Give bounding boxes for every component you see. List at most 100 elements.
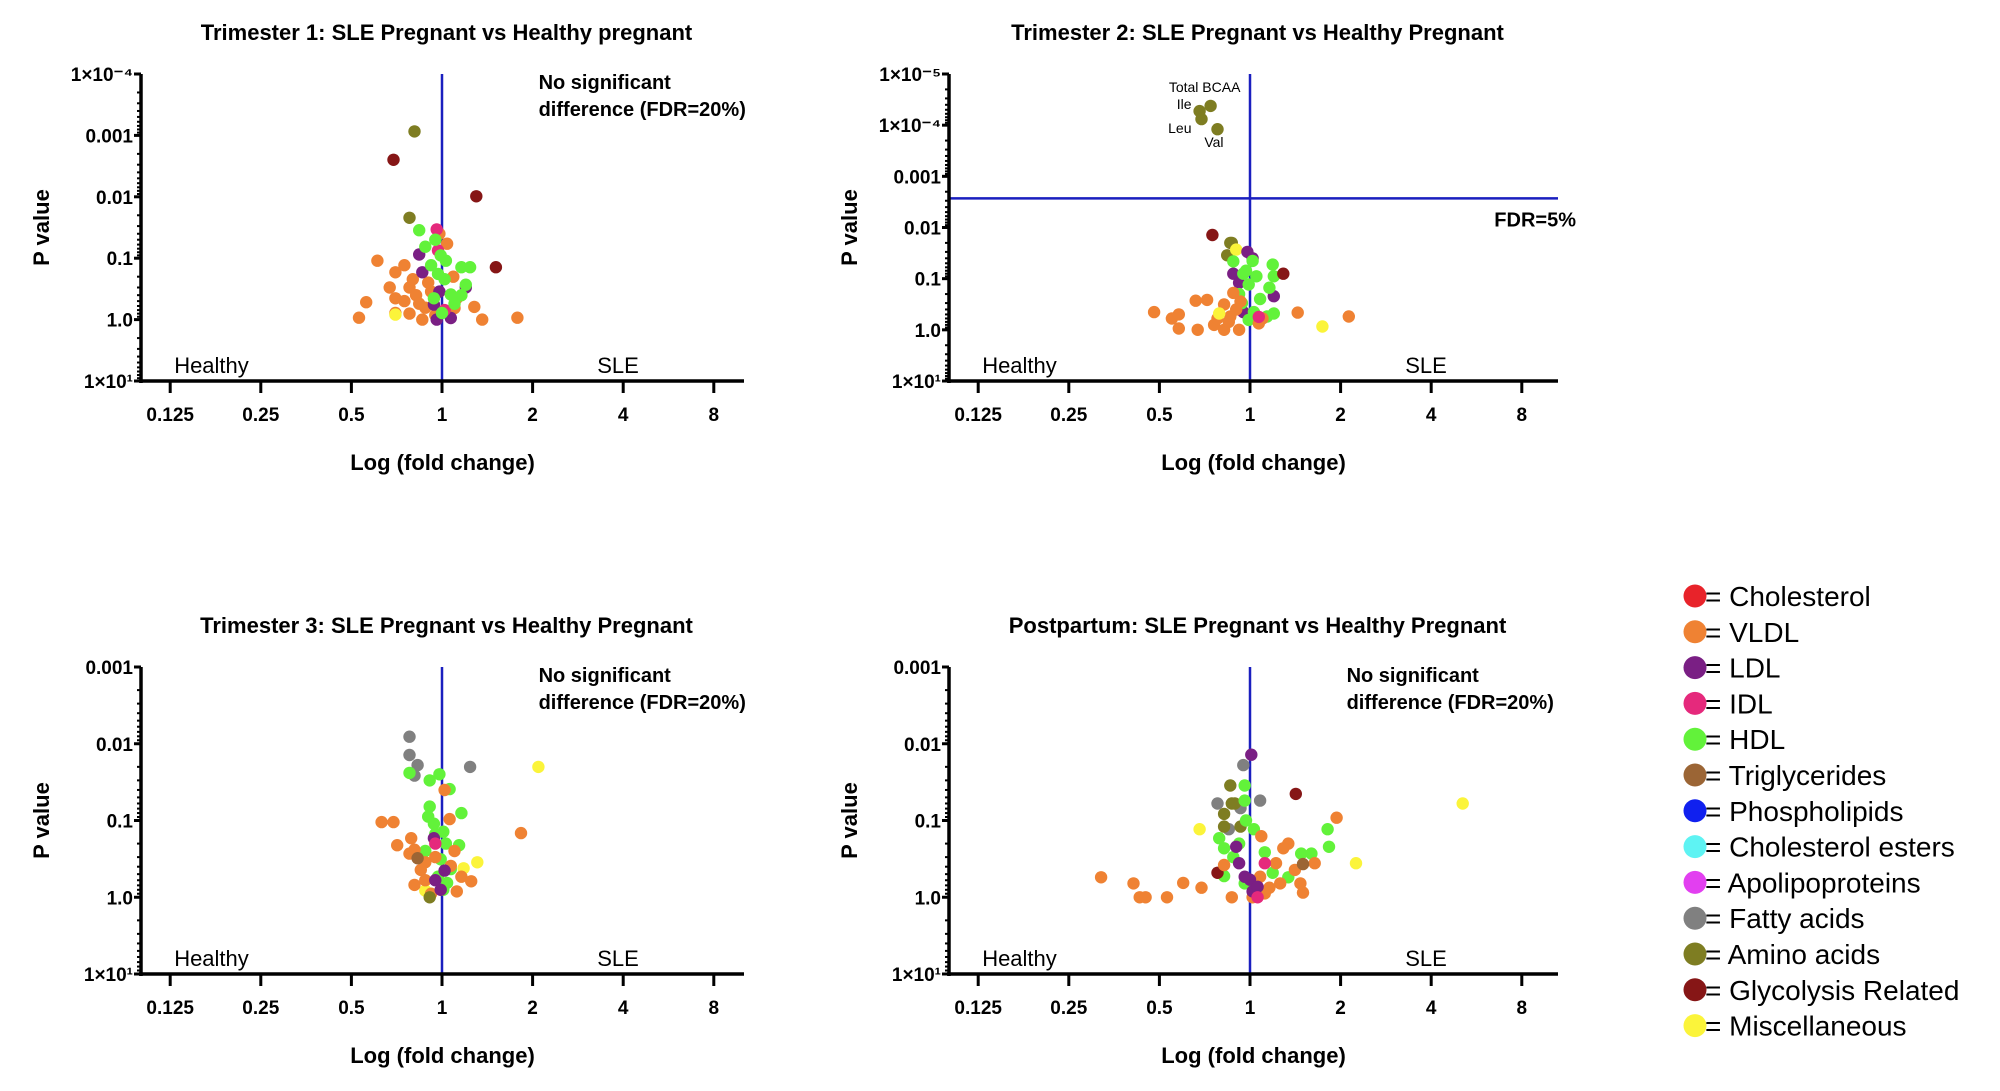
x-tick-label: 0.125 bbox=[146, 998, 194, 1019]
data-point bbox=[448, 844, 461, 858]
data-point bbox=[434, 249, 447, 262]
sle-label: SLE bbox=[597, 353, 639, 378]
data-point bbox=[1232, 857, 1246, 870]
data-point bbox=[427, 817, 441, 830]
data-point bbox=[1239, 264, 1253, 277]
data-point bbox=[1296, 857, 1310, 871]
x-tick-label: 0.125 bbox=[146, 405, 194, 426]
sle-label: SLE bbox=[597, 946, 639, 971]
legend-marker bbox=[1683, 870, 1707, 894]
significance-note: difference (FDR=20%) bbox=[1347, 692, 1554, 714]
y-tick-label: 1×10⁻⁴ bbox=[879, 116, 941, 137]
data-point bbox=[1217, 842, 1231, 855]
data-point bbox=[489, 261, 503, 274]
data-point bbox=[1321, 823, 1334, 836]
y-tick-label: 1.0 bbox=[915, 888, 941, 909]
legend-label: = IDL bbox=[1705, 688, 1773, 719]
legend-marker bbox=[1683, 727, 1707, 751]
data-point bbox=[1172, 322, 1186, 335]
y-tick-label: 0.01 bbox=[96, 735, 133, 756]
x-tick-label: 1 bbox=[1245, 405, 1256, 426]
data-point bbox=[1237, 758, 1250, 772]
data-point bbox=[1147, 305, 1161, 319]
x-tick-label: 0.25 bbox=[1050, 405, 1087, 426]
data-point bbox=[1245, 748, 1258, 761]
x-tick-label: 0.5 bbox=[338, 405, 365, 426]
data-point bbox=[1266, 866, 1279, 879]
x-tick-label: 1 bbox=[1245, 998, 1256, 1019]
panel-4: Postpartum: SLE Pregnant vs Healthy Preg… bbox=[837, 613, 1558, 1068]
x-tick-label: 0.125 bbox=[954, 998, 1002, 1019]
data-point bbox=[1225, 891, 1239, 904]
data-point bbox=[429, 874, 442, 887]
data-point bbox=[455, 289, 468, 302]
data-point bbox=[1253, 870, 1267, 883]
data-point bbox=[387, 153, 400, 166]
y-tick-label: 0.01 bbox=[904, 219, 941, 240]
data-point bbox=[1349, 857, 1363, 870]
data-point bbox=[403, 730, 416, 743]
data-point bbox=[429, 837, 442, 850]
legend-marker bbox=[1683, 763, 1707, 787]
data-point bbox=[375, 815, 388, 829]
x-tick-label: 4 bbox=[618, 405, 629, 426]
legend-marker bbox=[1683, 835, 1707, 859]
x-tick-label: 1 bbox=[437, 405, 448, 426]
data-point bbox=[1172, 308, 1186, 321]
data-point bbox=[371, 254, 384, 267]
legend-marker bbox=[1683, 620, 1707, 644]
data-point bbox=[413, 224, 426, 237]
significance-note: No significant bbox=[539, 665, 672, 687]
legend-marker bbox=[1683, 1014, 1707, 1038]
data-point bbox=[1230, 243, 1243, 256]
y-tick-label: 0.1 bbox=[107, 249, 134, 270]
data-point bbox=[1277, 267, 1290, 280]
y-tick-label: 1.0 bbox=[107, 311, 133, 332]
data-point bbox=[422, 276, 435, 289]
data-point bbox=[1217, 807, 1231, 821]
data-point bbox=[470, 190, 483, 203]
data-point bbox=[1330, 811, 1343, 824]
data-point bbox=[465, 875, 478, 888]
data-point bbox=[455, 261, 468, 274]
healthy-label: Healthy bbox=[982, 353, 1057, 378]
legend-marker bbox=[1683, 978, 1707, 1002]
data-point bbox=[448, 297, 461, 310]
data-point bbox=[435, 306, 449, 320]
chart-title: Trimester 2: SLE Pregnant vs Healthy Pre… bbox=[1011, 20, 1504, 45]
legend-label: = Cholesterol esters bbox=[1705, 832, 1955, 863]
y-tick-label: 1.0 bbox=[915, 321, 941, 342]
chart-title: Trimester 1: SLE Pregnant vs Healthy pre… bbox=[201, 20, 693, 45]
x-tick-label: 2 bbox=[1335, 405, 1346, 426]
data-point bbox=[1253, 794, 1267, 807]
legend-item: = HDL bbox=[1683, 724, 1785, 755]
data-point bbox=[430, 223, 443, 236]
data-point bbox=[468, 300, 481, 314]
x-tick-label: 0.25 bbox=[242, 405, 279, 426]
y-tick-label: 0.1 bbox=[107, 812, 134, 833]
data-point bbox=[1277, 842, 1290, 855]
data-point bbox=[1238, 779, 1251, 792]
data-point bbox=[1250, 270, 1263, 283]
data-point bbox=[1342, 310, 1356, 323]
data-point bbox=[434, 883, 447, 896]
data-point bbox=[1227, 267, 1240, 280]
y-tick-label: 0.01 bbox=[96, 188, 133, 209]
legend-item: = Amino acids bbox=[1683, 939, 1880, 970]
data-point bbox=[419, 240, 432, 253]
legend-marker bbox=[1683, 584, 1707, 608]
data-point bbox=[514, 826, 528, 840]
data-point bbox=[416, 266, 429, 279]
legend-label: = Amino acids bbox=[1705, 939, 1880, 970]
y-tick-label: 1×10¹ bbox=[84, 965, 133, 986]
x-axis-label: Log (fold change) bbox=[1161, 1043, 1346, 1068]
y-axis-label: P value bbox=[837, 782, 862, 859]
data-point bbox=[419, 874, 432, 887]
data-point bbox=[532, 760, 545, 774]
data-point bbox=[1230, 840, 1243, 853]
point-annotation: Leu bbox=[1168, 120, 1191, 136]
data-point bbox=[403, 307, 416, 320]
y-tick-label: 0.001 bbox=[893, 658, 941, 679]
data-point bbox=[360, 296, 373, 309]
